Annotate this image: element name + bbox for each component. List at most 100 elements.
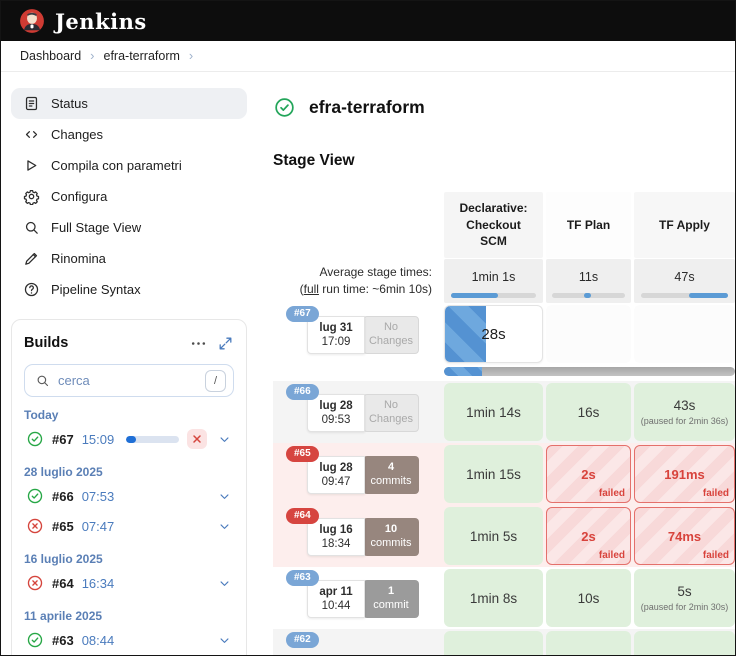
overall-progress-row (273, 365, 735, 381)
brand-title[interactable]: Jenkins (55, 8, 147, 34)
stage-cell[interactable]: 2s failed (546, 507, 631, 565)
chevron-down-icon[interactable] (217, 432, 232, 447)
stage-cell[interactable]: 10s (546, 569, 631, 627)
commits-box[interactable]: 1 commit (363, 580, 419, 618)
build-group: 11 aprile 2025 #63 08:44 #62 08:32 (24, 607, 234, 655)
build-time[interactable]: 08:44 (81, 632, 115, 648)
build-id[interactable]: #65 (52, 518, 74, 534)
average-label-line1: Average stage times: (319, 264, 432, 279)
stage-column-header: Declarative: Checkout SCM (444, 192, 543, 258)
stage-cell[interactable]: 2s failed (546, 445, 631, 503)
builds-panel-header: Builds (24, 330, 234, 356)
stage-cell[interactable]: 16s (546, 383, 631, 441)
job-status-icon (273, 96, 296, 119)
sidebar-item-configura[interactable]: Configura (11, 181, 247, 212)
build-badge[interactable]: #64 (286, 508, 319, 524)
build-row[interactable]: #67 15:09 (24, 424, 234, 454)
build-badge[interactable]: #66 (286, 384, 319, 400)
chevron-down-icon[interactable] (217, 576, 232, 591)
build-id[interactable]: #67 (52, 431, 74, 447)
sidebar-item-label: Rinomina (51, 251, 106, 266)
stage-cell[interactable] (546, 631, 631, 655)
sidebar-item-rinomina[interactable]: Rinomina (11, 243, 247, 274)
build-id[interactable]: #66 (52, 488, 74, 504)
expand-icon[interactable] (217, 335, 234, 352)
stage-duration: 1min 5s (469, 528, 518, 544)
build-search[interactable]: / (24, 364, 234, 397)
build-time[interactable]: 07:53 (81, 488, 115, 504)
build-date-card[interactable]: lug 31 17:09 (307, 316, 365, 354)
stage-duration: 2s (581, 528, 596, 544)
build-group-date: 11 aprile 2025 (24, 609, 103, 623)
stage-timeline-fill (450, 293, 498, 298)
build-badge[interactable]: #67 (286, 306, 319, 322)
build-time: 18:34 (321, 538, 351, 550)
build-row[interactable]: #65 07:47 (24, 511, 234, 541)
commit-word: commits (370, 475, 412, 487)
chevron-down-icon[interactable] (217, 489, 232, 504)
build-row[interactable]: #64 16:34 (24, 568, 234, 598)
build-group-date: 16 luglio 2025 (24, 552, 103, 566)
build-time[interactable]: 07:47 (81, 518, 115, 534)
build-card: apr 11 10:44 1 commit (307, 580, 419, 618)
average-stage-time: 1min 1s (444, 259, 543, 303)
stage-cell[interactable]: 1min 5s (444, 507, 543, 565)
sidebar-item-pipeline-syntax[interactable]: Pipeline Syntax (11, 274, 247, 305)
sidebar-item-status[interactable]: Status (11, 88, 247, 119)
sidebar-item-full-stage-view[interactable]: Full Stage View (11, 212, 247, 243)
check-circle-icon (26, 631, 44, 649)
breadcrumb-dashboard[interactable]: Dashboard (20, 49, 82, 63)
full-link[interactable]: full (303, 282, 319, 296)
build-date-card[interactable]: lug 16 18:34 (307, 518, 365, 556)
stage-cell[interactable] (634, 305, 735, 363)
chevron-down-icon[interactable] (217, 633, 232, 648)
stage-cell[interactable]: 28s (444, 305, 543, 363)
stage-cell[interactable]: 1min 14s (444, 383, 543, 441)
build-row[interactable]: #66 07:53 (24, 481, 234, 511)
stage-cell[interactable] (634, 631, 735, 655)
chevron-down-icon[interactable] (217, 519, 232, 534)
build-date-card[interactable]: lug 28 09:47 (307, 456, 365, 494)
header-spacer (273, 192, 441, 258)
stage-cell[interactable]: 74ms failed (634, 507, 735, 565)
commits-box[interactable]: 4 commits (363, 456, 419, 494)
stage-cell[interactable]: 1min 15s (444, 445, 543, 503)
commits-box[interactable]: 10 commits (363, 518, 419, 556)
build-id[interactable]: #63 (52, 632, 74, 648)
build-date-card[interactable]: lug 28 09:53 (307, 394, 365, 432)
build-badge[interactable]: #63 (286, 570, 319, 586)
build-time[interactable]: 16:34 (81, 575, 115, 591)
overall-progress-bar (444, 367, 735, 376)
build-badge[interactable]: #62 (286, 632, 319, 648)
stage-cell[interactable]: 1min 8s (444, 569, 543, 627)
sidebar-item-compila-con-parametri[interactable]: Compila con parametri (11, 150, 247, 181)
play-icon (23, 157, 40, 174)
stage-duration: 28s (481, 325, 506, 343)
build-row[interactable]: #63 08:44 (24, 625, 234, 655)
breadcrumb-job[interactable]: efra-terraform (103, 49, 180, 63)
commit-count: 10 (384, 523, 398, 536)
cancel-build-button[interactable] (187, 429, 207, 449)
build-date: lug 31 (319, 322, 353, 334)
stage-cell[interactable]: 191ms failed (634, 445, 735, 503)
stage-cell[interactable] (546, 305, 631, 363)
build-card: lug 28 09:47 4 commits (307, 456, 419, 494)
builds-title: Builds (24, 335, 69, 351)
sidebar-item-changes[interactable]: Changes (11, 119, 247, 150)
build-card: lug 31 17:09 No Changes (307, 316, 419, 354)
search-input[interactable] (58, 373, 197, 388)
build-date: lug 28 (319, 400, 353, 412)
jenkins-logo-icon[interactable] (19, 8, 45, 34)
stage-cell[interactable]: 43s (paused for 2min 36s) (634, 383, 735, 441)
overflow-menu-icon[interactable] (190, 335, 207, 352)
pencil-icon (23, 250, 40, 267)
failed-label: failed (702, 550, 729, 561)
stage-cell[interactable]: 5s (paused for 2min 30s) (634, 569, 735, 627)
build-time[interactable]: 15:09 (81, 431, 115, 447)
stage-cell[interactable] (444, 631, 543, 655)
build-date-card[interactable]: apr 11 10:44 (307, 580, 365, 618)
build-badge[interactable]: #65 (286, 446, 319, 462)
shortcut-badge: / (205, 369, 226, 392)
build-id[interactable]: #64 (52, 575, 74, 591)
